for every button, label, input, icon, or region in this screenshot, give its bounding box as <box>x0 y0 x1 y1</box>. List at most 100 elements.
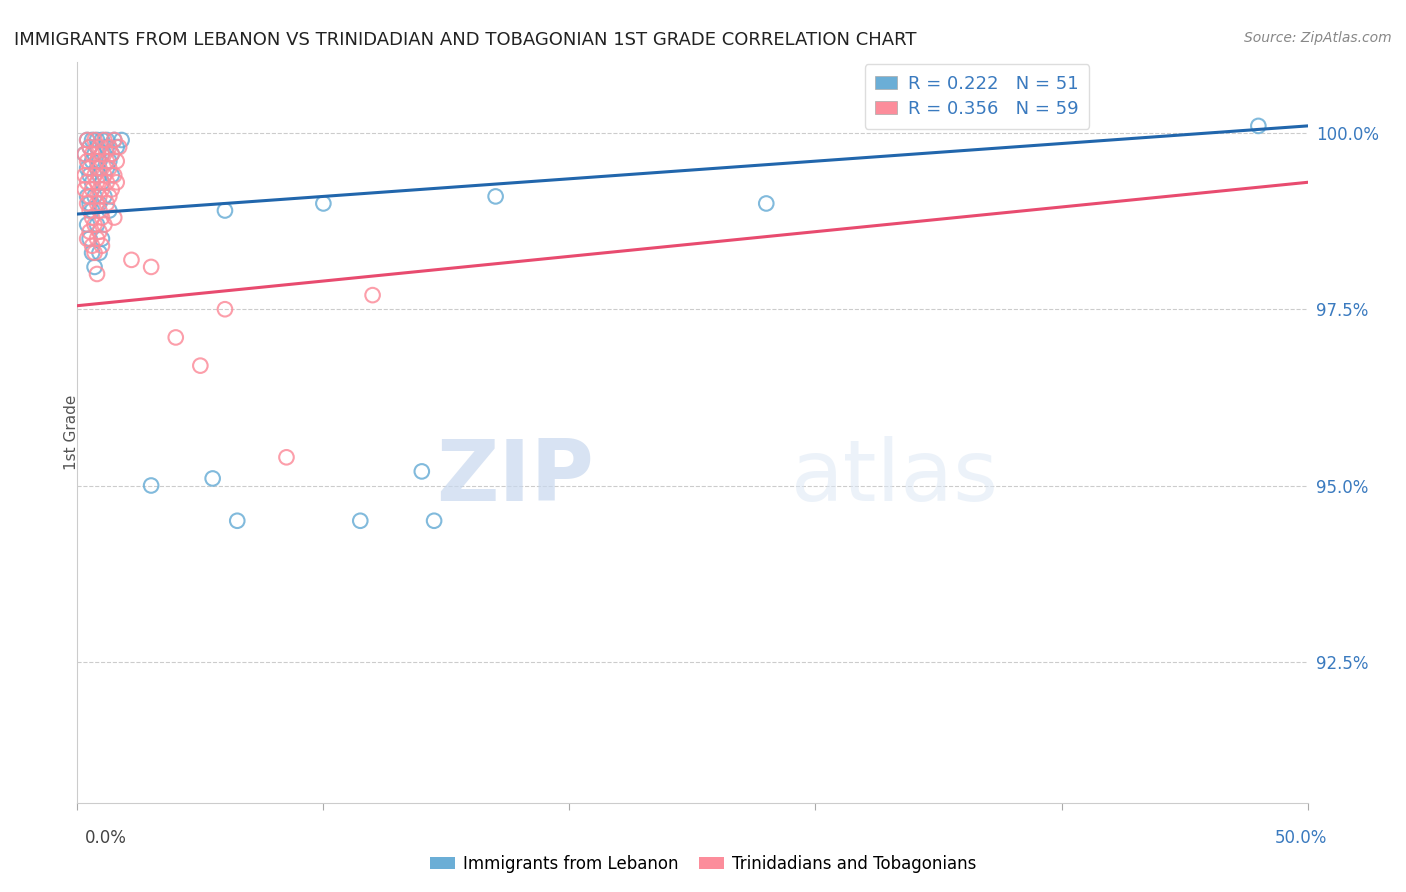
Point <box>83 168 105 182</box>
Point <box>485 189 508 203</box>
Point <box>103 133 125 147</box>
Point <box>108 140 131 154</box>
Point <box>111 133 132 147</box>
Point <box>411 464 433 478</box>
Point <box>103 133 125 147</box>
Point <box>90 232 114 246</box>
Point <box>86 140 108 154</box>
Point <box>73 147 96 161</box>
Point <box>93 218 115 232</box>
Point <box>82 154 104 169</box>
Point <box>214 203 236 218</box>
Point <box>89 140 111 154</box>
Point <box>96 133 118 147</box>
Point <box>141 260 163 274</box>
Point <box>90 239 114 253</box>
Point <box>86 232 108 246</box>
Point <box>101 147 124 161</box>
Point <box>121 252 143 267</box>
Text: atlas: atlas <box>792 435 998 518</box>
Point <box>96 140 118 154</box>
Point <box>83 218 105 232</box>
Point <box>103 168 125 182</box>
Point <box>82 147 104 161</box>
Point <box>73 168 96 182</box>
Point <box>755 196 778 211</box>
Point <box>89 168 111 182</box>
Point <box>82 245 104 260</box>
Point <box>96 161 118 176</box>
Point <box>79 161 101 176</box>
Point <box>79 168 101 182</box>
Point <box>79 232 101 246</box>
Point <box>90 175 114 189</box>
Point <box>141 478 163 492</box>
Point <box>89 225 111 239</box>
Point <box>83 260 105 274</box>
Point <box>76 218 98 232</box>
Point <box>89 189 111 203</box>
Point <box>361 288 384 302</box>
Legend: Immigrants from Lebanon, Trinidadians and Tobagonians: Immigrants from Lebanon, Trinidadians an… <box>423 848 983 880</box>
Point <box>82 211 104 225</box>
Text: Source: ZipAtlas.com: Source: ZipAtlas.com <box>1244 31 1392 45</box>
Point <box>82 203 104 218</box>
Point <box>93 189 115 203</box>
Y-axis label: 1st Grade: 1st Grade <box>65 395 79 470</box>
Point <box>83 245 105 260</box>
Point <box>214 302 236 317</box>
Point <box>82 239 104 253</box>
Point <box>76 196 98 211</box>
Point <box>312 196 335 211</box>
Point <box>105 140 128 154</box>
Point <box>89 154 111 169</box>
Point <box>226 514 249 528</box>
Point <box>82 182 104 196</box>
Point <box>276 450 298 465</box>
Text: ZIP: ZIP <box>436 435 595 518</box>
Point <box>73 147 96 161</box>
Point <box>76 161 98 176</box>
Point <box>105 154 128 169</box>
Point <box>86 133 108 147</box>
Point <box>86 267 108 281</box>
Point <box>165 330 187 344</box>
Point <box>96 175 118 189</box>
Point <box>90 147 114 161</box>
Point <box>93 168 115 182</box>
Point <box>96 154 118 169</box>
Point <box>90 211 114 225</box>
Point <box>349 514 371 528</box>
Point <box>89 196 111 211</box>
Point <box>76 133 98 147</box>
Point <box>101 147 124 161</box>
Point <box>96 196 118 211</box>
Point <box>86 218 108 232</box>
Point <box>90 133 114 147</box>
Point <box>79 189 101 203</box>
Point <box>76 175 98 189</box>
Point <box>98 203 121 218</box>
Text: 50.0%: 50.0% <box>1274 829 1327 847</box>
Point <box>101 168 124 182</box>
Point <box>423 514 446 528</box>
Point <box>90 182 114 196</box>
Point <box>79 225 101 239</box>
Point <box>83 133 105 147</box>
Point <box>201 471 224 485</box>
Text: IMMIGRANTS FROM LEBANON VS TRINIDADIAN AND TOBAGONIAN 1ST GRADE CORRELATION CHAR: IMMIGRANTS FROM LEBANON VS TRINIDADIAN A… <box>14 31 917 49</box>
Point <box>83 147 105 161</box>
Point <box>83 189 105 203</box>
Point <box>76 232 98 246</box>
Point <box>79 203 101 218</box>
Point <box>86 175 108 189</box>
Point <box>86 161 108 176</box>
Point <box>105 175 128 189</box>
Point <box>76 154 98 169</box>
Point <box>1247 119 1270 133</box>
Point <box>89 203 111 218</box>
Point <box>188 359 212 373</box>
Legend: R = 0.222   N = 51, R = 0.356   N = 59: R = 0.222 N = 51, R = 0.356 N = 59 <box>865 64 1090 129</box>
Point <box>98 161 121 176</box>
Point <box>93 133 115 147</box>
